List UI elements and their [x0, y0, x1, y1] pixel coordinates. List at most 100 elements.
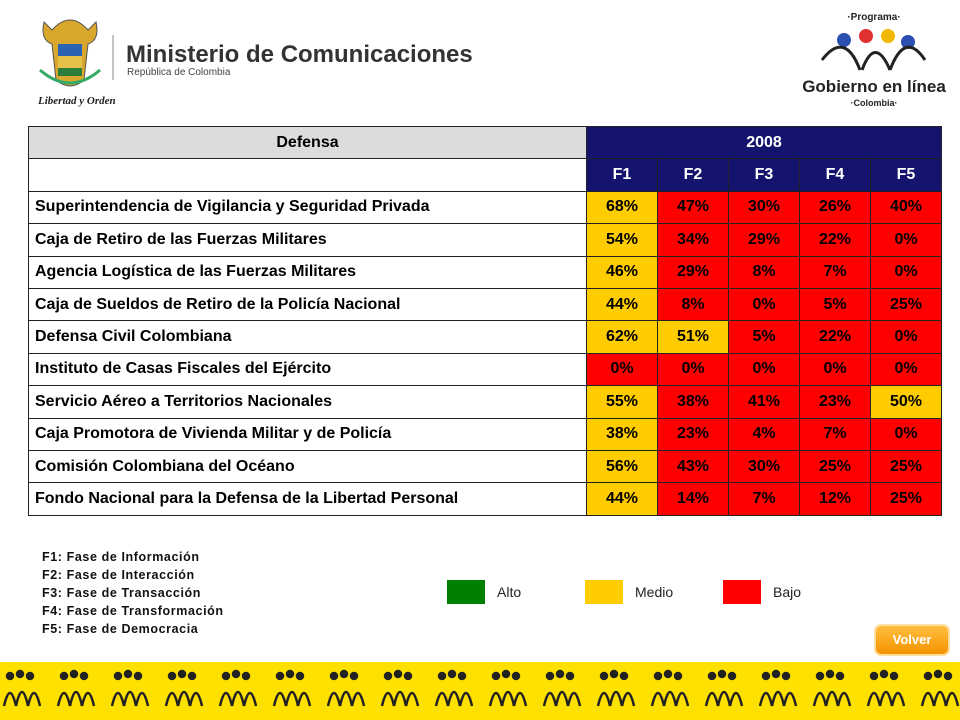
score-cell: 54%: [586, 223, 658, 257]
entity-name: Comisión Colombiana del Océano: [28, 449, 587, 484]
row: Fondo Nacional para la Defensa de la Lib…: [28, 482, 942, 516]
legend-label: Medio: [635, 584, 674, 600]
entity-name: Caja Promotora de Vivienda Militar y de …: [28, 417, 587, 451]
header-row: Defensa 2008: [28, 125, 942, 160]
row: Comisión Colombiana del Océano 56% 43% 30% 2…: [28, 449, 942, 484]
table: Defensa 2008 Entidades F1 F2 F3 F4 F5 Superi…: [28, 125, 942, 516]
score-cell: 38%: [657, 385, 729, 419]
score-cell: 0%: [870, 255, 942, 289]
score-cell: 7%: [728, 482, 800, 516]
score-cell: 56%: [586, 449, 658, 484]
entity-name: Servicio Aéreo a Territorios Nacionales: [28, 385, 587, 419]
phase-row: Entidades F1 F2 F3 F4 F5: [28, 158, 942, 192]
legend-item: Alto: [447, 580, 521, 604]
entity-name: Instituto de Casas Fiscales del Ejército: [28, 352, 587, 387]
score-cell: 25%: [870, 449, 942, 484]
score-cell: 0%: [799, 352, 871, 387]
row: Caja de Retiro de las Fuerzas Militares 5…: [28, 223, 942, 257]
score-cell: 50%: [870, 385, 942, 419]
score-cell: 43%: [657, 449, 729, 484]
legend-item: Medio: [585, 580, 673, 604]
score-cell: 41%: [728, 385, 800, 419]
score-cell: 5%: [728, 320, 800, 354]
score-cell: 12%: [799, 482, 871, 516]
score-cell: 34%: [657, 223, 729, 257]
note: F1: Fase de Información: [42, 550, 200, 564]
entity-name: Caja de Sueldos de Retiro de la Policía …: [28, 287, 587, 322]
phase-header: F4: [799, 158, 871, 192]
entity-header: Entidades: [28, 158, 587, 192]
entity-name: Superintendencia de Vigilancia y Segurid…: [28, 190, 587, 225]
score-cell: 8%: [657, 287, 729, 322]
row: Caja de Sueldos de Retiro de la Policía …: [28, 287, 942, 322]
score-cell: 23%: [657, 417, 729, 451]
score-cell: 5%: [799, 287, 871, 322]
row: Instituto de Casas Fiscales del Ejército…: [28, 352, 942, 387]
entity-name: Defensa Civil Colombiana: [28, 320, 587, 354]
score-cell: 62%: [586, 320, 658, 354]
year: 2008: [586, 125, 942, 160]
legend-swatch: [447, 580, 485, 604]
score-cell: 40%: [870, 190, 942, 225]
score-cell: 29%: [657, 255, 729, 289]
score-cell: 30%: [728, 190, 800, 225]
legend-swatch: [723, 580, 761, 604]
score-cell: 26%: [799, 190, 871, 225]
entity-name: Fondo Nacional para la Defensa de la Lib…: [28, 482, 587, 516]
table-body: Defensa 2008 Entidades F1 F2 F3 F4 F5 Superi…: [28, 125, 942, 516]
row: Defensa Civil Colombiana 62% 51% 5% 22% 0%: [28, 320, 942, 354]
row: Caja Promotora de Vivienda Militar y de …: [28, 417, 942, 451]
score-cell: 44%: [586, 287, 658, 322]
note: F5: Fase de Democracia: [42, 622, 199, 636]
entity-name: Agencia Logística de las Fuerzas Militar…: [28, 255, 587, 289]
sector: Defensa: [28, 125, 587, 160]
score-cell: 0%: [870, 352, 942, 387]
back-button[interactable]: Volver: [876, 626, 948, 654]
score-cell: 7%: [799, 417, 871, 451]
score-cell: 55%: [586, 385, 658, 419]
phase-header: F2: [657, 158, 729, 192]
score-cell: 0%: [870, 223, 942, 257]
score-cell: 29%: [728, 223, 800, 257]
motto: Libertad y Orden: [37, 95, 116, 107]
score-cell: 0%: [586, 352, 658, 387]
note: F3: Fase de Transacción: [42, 586, 201, 600]
phase-header: F3: [728, 158, 800, 192]
note: F4: Fase de Transformación: [42, 604, 224, 618]
program-logo: ·Programa· Gobierno en línea ·Colombia·: [802, 12, 946, 108]
entity-name: Caja de Retiro de las Fuerzas Militares: [28, 223, 587, 257]
score-cell: 8%: [728, 255, 800, 289]
program-bottom: ·Colombia·: [851, 98, 898, 108]
score-cell: 25%: [870, 482, 942, 516]
row: Agencia Logística de las Fuerzas Militar…: [28, 255, 942, 289]
phase-header: F5: [870, 158, 942, 192]
score-cell: 25%: [799, 449, 871, 484]
header: Libertad y Orden Ministerio de Comunicac…: [37, 12, 946, 108]
score-cell: 0%: [657, 352, 729, 387]
score-cell: 7%: [799, 255, 871, 289]
program-top: ·Programa·: [847, 12, 900, 23]
score-cell: 4%: [728, 417, 800, 451]
score-cell: 46%: [586, 255, 658, 289]
legend-item: Bajo: [723, 580, 801, 604]
score-cell: 51%: [657, 320, 729, 354]
row: Servicio Aéreo a Territorios Nacionales 5…: [28, 385, 942, 419]
note: F2: Fase de Interacción: [42, 568, 195, 582]
score-cell: 44%: [586, 482, 658, 516]
score-cell: 0%: [728, 352, 800, 387]
legend-label: Bajo: [773, 584, 802, 600]
score-cell: 23%: [799, 385, 871, 419]
score-cell: 22%: [799, 320, 871, 354]
score-cell: 14%: [657, 482, 729, 516]
phase-header: F1: [586, 158, 658, 192]
score-cell: 47%: [657, 190, 729, 225]
legend-label: Alto: [497, 584, 522, 600]
score-cell: 30%: [728, 449, 800, 484]
notes: F1: Fase de Información F2: Fase de Inter…: [42, 548, 224, 638]
score-cell: 22%: [799, 223, 871, 257]
footer-band: [0, 662, 960, 720]
score-cell: 0%: [728, 287, 800, 322]
score-cell: 0%: [870, 320, 942, 354]
row: Superintendencia de Vigilancia y Segurid…: [28, 190, 942, 225]
